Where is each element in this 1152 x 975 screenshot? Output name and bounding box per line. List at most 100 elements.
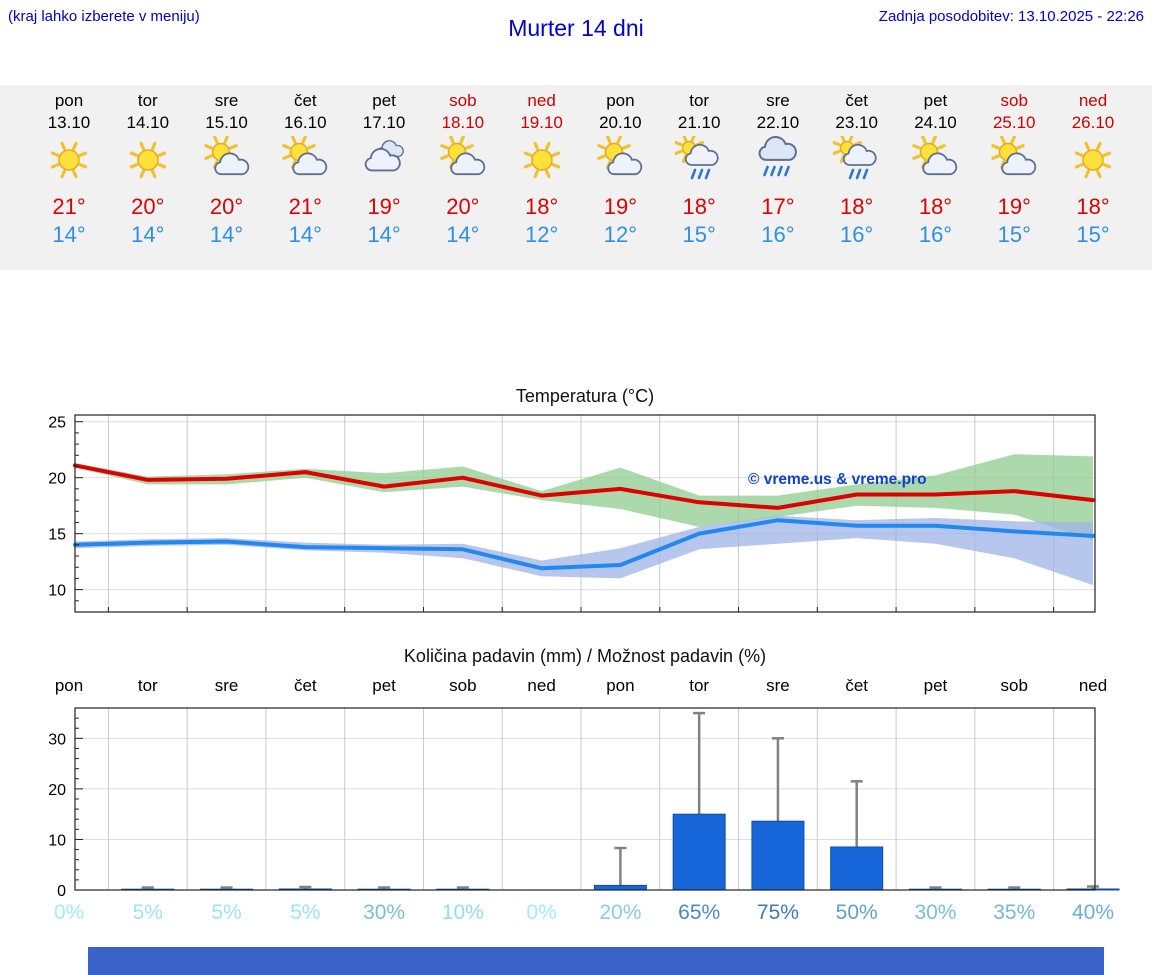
forecast-day-column: sob 18.10 20° 14° — [420, 85, 506, 250]
precip-chart-title: Količina padavin (mm) / Možnost padavin … — [403, 646, 767, 666]
day-tmax: 17° — [761, 194, 795, 219]
sun-icon — [1074, 141, 1112, 179]
day-name: pet — [372, 91, 396, 110]
day-tmax: 18° — [840, 194, 874, 219]
watermark-link[interactable]: © vreme.us & vreme.pro — [748, 471, 927, 488]
precip-day-label: pon — [54, 676, 84, 695]
day-weather-icon-wrap — [184, 135, 270, 186]
day-date: 22.10 — [756, 113, 800, 132]
precip-probability: 65% — [678, 901, 721, 924]
forecast-day-column: sre 15.10 20° 14° — [184, 85, 270, 250]
precip-day-label: ned — [527, 676, 556, 695]
precip-day-label: pet — [923, 676, 948, 695]
day-date: 19.10 — [520, 113, 563, 132]
day-weather-icon-wrap — [105, 136, 191, 186]
day-name: pet — [923, 91, 948, 110]
day-tmin: 15° — [682, 222, 716, 247]
svg-text:10: 10 — [48, 832, 66, 849]
sun-cloud-icon — [440, 135, 485, 176]
day-tmin: 15° — [997, 222, 1031, 247]
last-update-label: Zadnja posodobitev: 13.10.2025 - 22:26 — [878, 8, 1144, 25]
day-tmin: 14° — [446, 222, 480, 247]
forecast-day-column: pet 24.10 18° 16° — [892, 85, 978, 250]
precip-day-label: pon — [606, 676, 635, 695]
day-tmax: 18° — [682, 194, 716, 219]
precip-day-label: čet — [293, 676, 317, 695]
day-name: ned — [1078, 91, 1108, 110]
day-tmin: 14° — [288, 222, 322, 247]
forecast-day-column: čet 23.10 18° 16° — [814, 85, 900, 250]
day-name: sre — [766, 91, 790, 110]
sun-icon — [50, 141, 88, 179]
day-date: 14.10 — [126, 113, 170, 132]
day-weather-icon-wrap — [892, 135, 978, 186]
day-weather-icon-wrap — [420, 135, 506, 186]
precip-probability: 5% — [290, 901, 321, 924]
day-weather-icon-wrap — [26, 136, 112, 186]
precip-day-label: sre — [214, 676, 239, 695]
day-date: 21.10 — [677, 113, 721, 132]
day-tmin: 16° — [761, 222, 795, 247]
precip-probability: 35% — [993, 901, 1036, 924]
location-hint: (kraj lahko izberete v meniju) — [8, 8, 200, 25]
day-date: 25.10 — [992, 113, 1036, 132]
day-tmax: 18° — [918, 194, 953, 219]
sun-icon — [129, 141, 166, 179]
precip-probability: 40% — [1071, 901, 1115, 924]
precip-probability: 5% — [132, 901, 163, 924]
page-title: Murter 14 dni — [508, 15, 644, 41]
forecast-day-column: sob 25.10 19° 15° — [971, 85, 1057, 250]
day-weather-icon-wrap — [341, 136, 427, 186]
forecast-day-column: pon 20.10 19° 12° — [577, 85, 663, 250]
day-weather-icon-wrap — [656, 133, 742, 186]
precip-probability: 10% — [441, 901, 484, 924]
day-tmax: 19° — [997, 194, 1031, 219]
day-name: pon — [606, 91, 635, 110]
precip-probability: 0% — [526, 901, 557, 924]
day-tmin: 16° — [918, 222, 953, 247]
day-name: tor — [689, 91, 710, 110]
precip-day-label: sre — [766, 676, 790, 695]
day-tmax: 19° — [367, 194, 401, 219]
sun-icon — [523, 141, 560, 179]
precip-day-label: ned — [1078, 676, 1108, 695]
precip-probability: 75% — [756, 901, 799, 924]
day-date: 15.10 — [205, 113, 248, 132]
day-weather-icon-wrap — [499, 136, 585, 186]
day-date: 26.10 — [1071, 113, 1115, 132]
day-name: čet — [293, 91, 317, 110]
day-tmax: 21° — [288, 194, 322, 219]
forecast-day-column: pon 13.10 21° 14° — [26, 85, 112, 250]
day-name: pon — [54, 91, 84, 110]
day-tmin: 15° — [1076, 222, 1110, 247]
forecast-day-column: tor 21.10 18° 15° — [656, 85, 742, 250]
day-name: ned — [527, 91, 556, 110]
precip-probability: 30% — [363, 901, 406, 924]
forecast-strip: pon 13.10 21° 14° tor 14.10 20° 14° sre 15.10 20° 1… — [0, 85, 1152, 270]
sun-cloud-icon — [282, 135, 328, 176]
temperature-chart: 10 15 20 25 © vreme.us & vreme.pro — [48, 414, 1096, 613]
precip-probability: 20% — [599, 901, 642, 924]
day-tmax: 18° — [1076, 194, 1110, 219]
sun-cloud-icon — [991, 135, 1037, 176]
day-weather-icon-wrap — [814, 133, 900, 186]
day-date: 16.10 — [284, 113, 327, 132]
svg-text:20: 20 — [48, 782, 66, 799]
svg-text:20: 20 — [48, 471, 66, 488]
day-date: 18.10 — [441, 113, 485, 132]
svg-text:10: 10 — [48, 583, 66, 600]
forecast-day-column: ned 26.10 18° 15° — [1050, 85, 1136, 250]
day-name: sob — [449, 91, 477, 110]
temperature-chart-title: Temperatura (°C) — [515, 386, 655, 406]
precip-probability: 5% — [211, 901, 242, 924]
precip-probability: 30% — [914, 901, 957, 924]
day-tmax: 19° — [603, 194, 638, 219]
day-date: 20.10 — [599, 113, 642, 132]
day-tmin: 14° — [131, 222, 165, 247]
forecast-day-column: sre 22.10 17° 16° — [735, 85, 821, 250]
day-tmin: 14° — [209, 222, 244, 247]
day-weather-icon-wrap — [735, 135, 821, 186]
day-tmin: 12° — [524, 222, 559, 247]
forecast-day-column: pet 17.10 19° 14° — [341, 85, 427, 250]
